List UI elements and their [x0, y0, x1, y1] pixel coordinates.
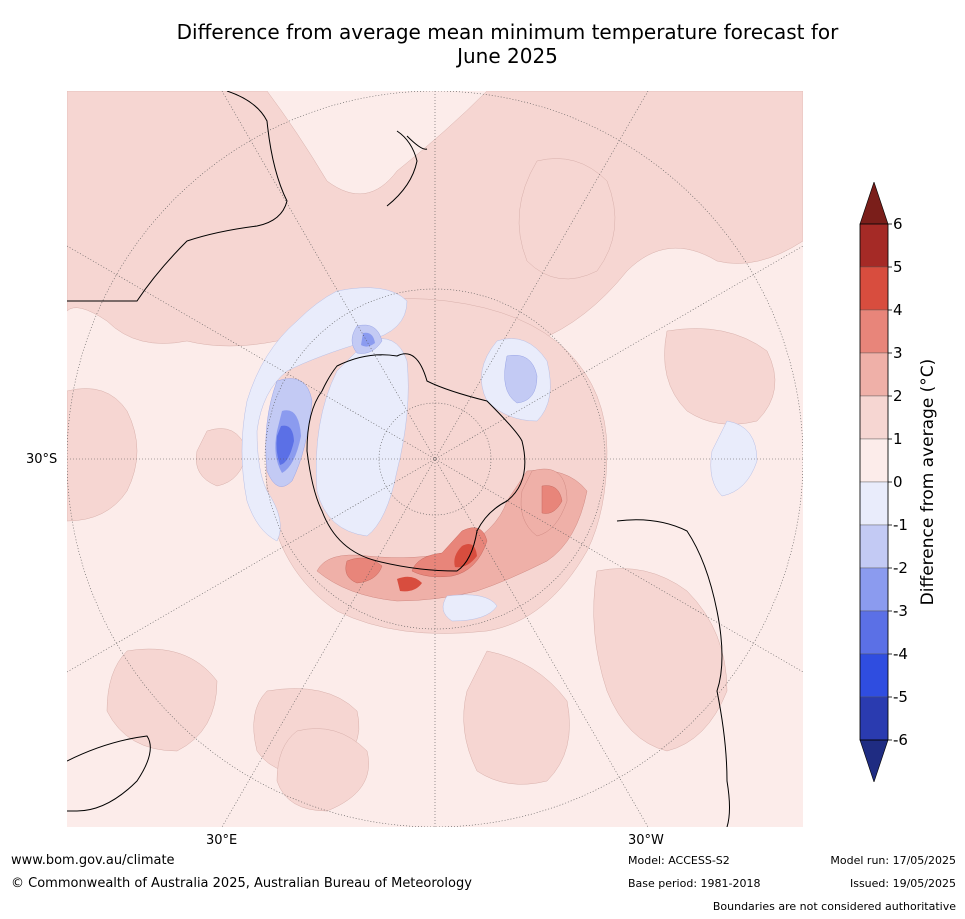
colorbar-segment — [859, 610, 889, 655]
footer-website: www.bom.gov.au/climate — [11, 853, 175, 868]
colorbar-segment — [859, 309, 889, 354]
antarctica-coast — [306, 353, 526, 572]
colorbar-tick-label: -6 — [893, 731, 908, 749]
lon-label-30e: 30°E — [206, 833, 238, 848]
anomaly-2-3-regions — [316, 468, 588, 602]
colorbar-tick-label: -3 — [893, 602, 908, 620]
colorbar-tick-label: 5 — [893, 258, 903, 276]
coastlines — [67, 91, 730, 827]
colorbar-tick-label: 0 — [893, 473, 903, 491]
colorbar-over-arrow — [859, 182, 889, 225]
map-title: Difference from average mean minimum tem… — [0, 20, 965, 68]
colorbar-tick-label: 3 — [893, 344, 903, 362]
colorbar-tick-label: 6 — [893, 215, 903, 233]
colorbar-tick-label: 2 — [893, 387, 903, 405]
polar-map — [67, 91, 803, 827]
new-zealand-coast — [386, 130, 428, 207]
footer-model: Model: ACCESS-S2 — [628, 854, 730, 867]
colorbar-segment — [859, 696, 889, 741]
australia-coast — [67, 91, 288, 302]
footer-model-run: Model run: 17/05/2025 — [830, 854, 956, 867]
footer-copyright: © Commonwealth of Australia 2025, Austra… — [11, 876, 472, 891]
graticule — [67, 91, 803, 827]
colorbar-under-arrow — [859, 739, 889, 782]
anomaly-4-5-regions — [397, 543, 477, 592]
colorbar-tick-label: -5 — [893, 688, 908, 706]
colorbar-segment — [859, 266, 889, 311]
colorbar-tick-label: 4 — [893, 301, 903, 319]
colorbar-segment — [859, 481, 889, 526]
colorbar-tick-label: -4 — [893, 645, 908, 663]
anomaly-3-4-regions — [345, 485, 563, 584]
colorbar-tick-label: -1 — [893, 516, 908, 534]
colorbar-segment — [859, 567, 889, 612]
colorbar-segment — [859, 352, 889, 397]
colorbar-segment — [859, 438, 889, 483]
footer-issued: Issued: 19/05/2025 — [849, 877, 956, 890]
colorbar-segment — [859, 395, 889, 440]
footer-disclaimer: Boundaries are not considered authoritat… — [712, 900, 956, 913]
title-line-1: Difference from average mean minimum tem… — [176, 20, 839, 44]
lon-label-30w: 30°W — [628, 833, 664, 848]
colorbar-segment — [859, 223, 889, 268]
colorbar-label: Difference from average (°C) — [918, 358, 938, 606]
colorbar-tick-label: -2 — [893, 559, 908, 577]
africa-coast — [67, 735, 151, 812]
footer-base-period: Base period: 1981-2018 — [628, 877, 761, 890]
title-line-2: June 2025 — [457, 44, 558, 68]
lat-label-30s: 30°S — [26, 452, 58, 467]
colorbar-tick-label: 1 — [893, 430, 903, 448]
colorbar: 6 5 4 3 2 1 0 -1 -2 -3 -4 -5 -6 — [859, 182, 908, 782]
anomaly-neg-3-4-regions — [276, 425, 294, 465]
south-america-coast — [616, 519, 730, 827]
colorbar-segment — [859, 524, 889, 569]
anomaly-neg-0-1-regions — [241, 287, 758, 622]
colorbar-segment — [859, 653, 889, 698]
